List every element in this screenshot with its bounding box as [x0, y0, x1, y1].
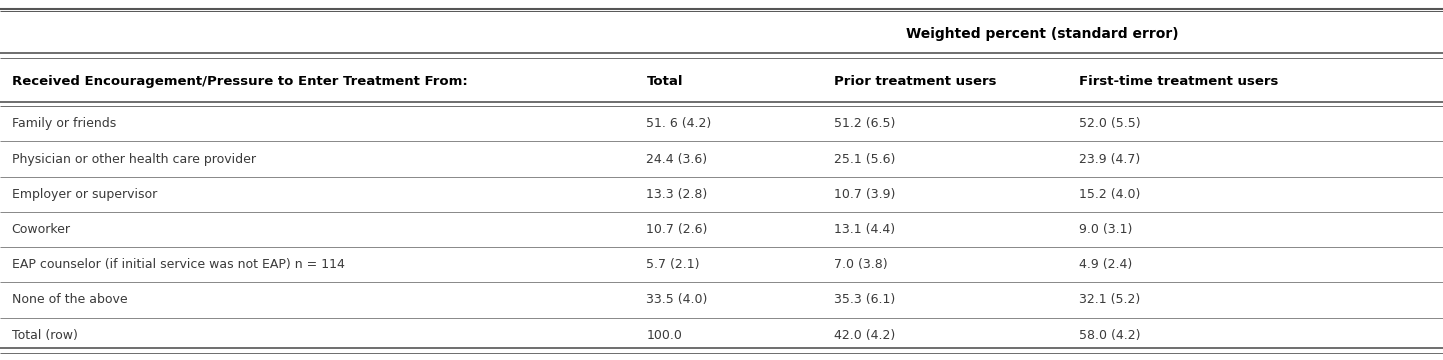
Text: 33.5 (4.0): 33.5 (4.0) — [646, 293, 709, 306]
Text: 51. 6 (4.2): 51. 6 (4.2) — [646, 117, 711, 130]
Text: None of the above: None of the above — [12, 293, 127, 306]
Text: 9.0 (3.1): 9.0 (3.1) — [1079, 223, 1133, 236]
Text: 35.3 (6.1): 35.3 (6.1) — [834, 293, 895, 306]
Text: EAP counselor (if initial service was not EAP) n = 114: EAP counselor (if initial service was no… — [12, 258, 345, 271]
Text: Physician or other health care provider: Physician or other health care provider — [12, 153, 255, 166]
Text: Employer or supervisor: Employer or supervisor — [12, 188, 157, 201]
Text: 13.1 (4.4): 13.1 (4.4) — [834, 223, 895, 236]
Text: Received Encouragement/Pressure to Enter Treatment From:: Received Encouragement/Pressure to Enter… — [12, 75, 468, 89]
Text: 32.1 (5.2): 32.1 (5.2) — [1079, 293, 1140, 306]
Text: 58.0 (4.2): 58.0 (4.2) — [1079, 329, 1141, 342]
Text: 5.7 (2.1): 5.7 (2.1) — [646, 258, 700, 271]
Text: First-time treatment users: First-time treatment users — [1079, 75, 1278, 89]
Text: 10.7 (2.6): 10.7 (2.6) — [646, 223, 709, 236]
Text: Prior treatment users: Prior treatment users — [834, 75, 997, 89]
Text: 10.7 (3.9): 10.7 (3.9) — [834, 188, 896, 201]
Text: Family or friends: Family or friends — [12, 117, 115, 130]
Text: 52.0 (5.5): 52.0 (5.5) — [1079, 117, 1141, 130]
Text: 4.9 (2.4): 4.9 (2.4) — [1079, 258, 1133, 271]
Text: Weighted percent (standard error): Weighted percent (standard error) — [906, 27, 1179, 41]
Text: Coworker: Coworker — [12, 223, 71, 236]
Text: 24.4 (3.6): 24.4 (3.6) — [646, 153, 707, 166]
Text: 100.0: 100.0 — [646, 329, 683, 342]
Text: 51.2 (6.5): 51.2 (6.5) — [834, 117, 896, 130]
Text: Total (row): Total (row) — [12, 329, 78, 342]
Text: 42.0 (4.2): 42.0 (4.2) — [834, 329, 895, 342]
Text: 25.1 (5.6): 25.1 (5.6) — [834, 153, 896, 166]
Text: 7.0 (3.8): 7.0 (3.8) — [834, 258, 887, 271]
Text: Total: Total — [646, 75, 683, 89]
Text: 15.2 (4.0): 15.2 (4.0) — [1079, 188, 1141, 201]
Text: 23.9 (4.7): 23.9 (4.7) — [1079, 153, 1140, 166]
Text: 13.3 (2.8): 13.3 (2.8) — [646, 188, 707, 201]
